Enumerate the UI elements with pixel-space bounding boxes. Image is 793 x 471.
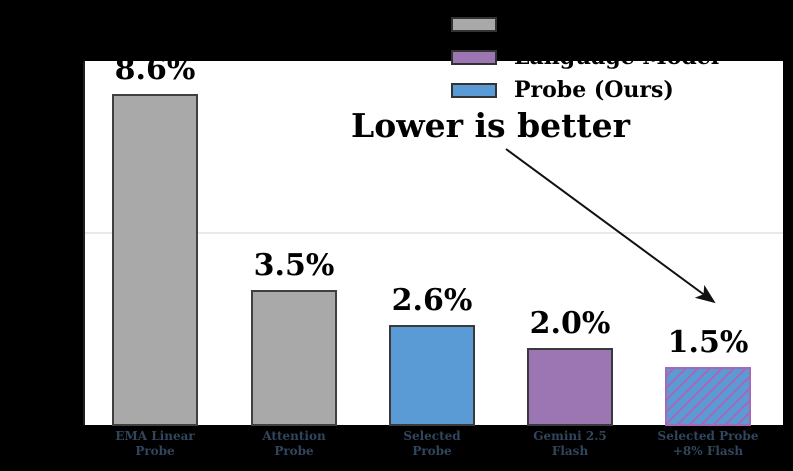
x-axis-label: Attention Probe: [262, 429, 326, 458]
annotation-text: Lower is better: [351, 106, 631, 145]
x-axis-label: Selected Probe +8% Flash: [657, 429, 759, 458]
bar-value-label: 8.6%: [114, 52, 196, 87]
x-axis-label: EMA Linear Probe: [115, 429, 195, 458]
bar-value-label: 2.0%: [529, 306, 611, 341]
legend-swatch: [451, 83, 497, 98]
bar-ema-linear-probe: [112, 94, 198, 426]
bar-selected-probe: [389, 325, 475, 426]
x-axis-label: Gemini 2.5 Flash: [533, 429, 607, 458]
bar-selected-probe-8-flash: [665, 367, 751, 426]
bar-gemini-2-5-flash: [527, 348, 613, 426]
legend-label: Probe (Ours): [514, 77, 674, 103]
bar-value-label: 2.6%: [391, 283, 473, 318]
legend-label: Language Model: [514, 44, 720, 70]
bar-value-label: 3.5%: [253, 248, 335, 283]
bar-attention-probe: [251, 290, 337, 426]
legend-swatch: [451, 50, 497, 65]
gridline-5-percent: [85, 232, 783, 234]
x-axis-label: Selected Probe: [403, 429, 461, 458]
legend-swatch: [451, 17, 497, 32]
bar-value-label: 1.5%: [667, 325, 749, 360]
